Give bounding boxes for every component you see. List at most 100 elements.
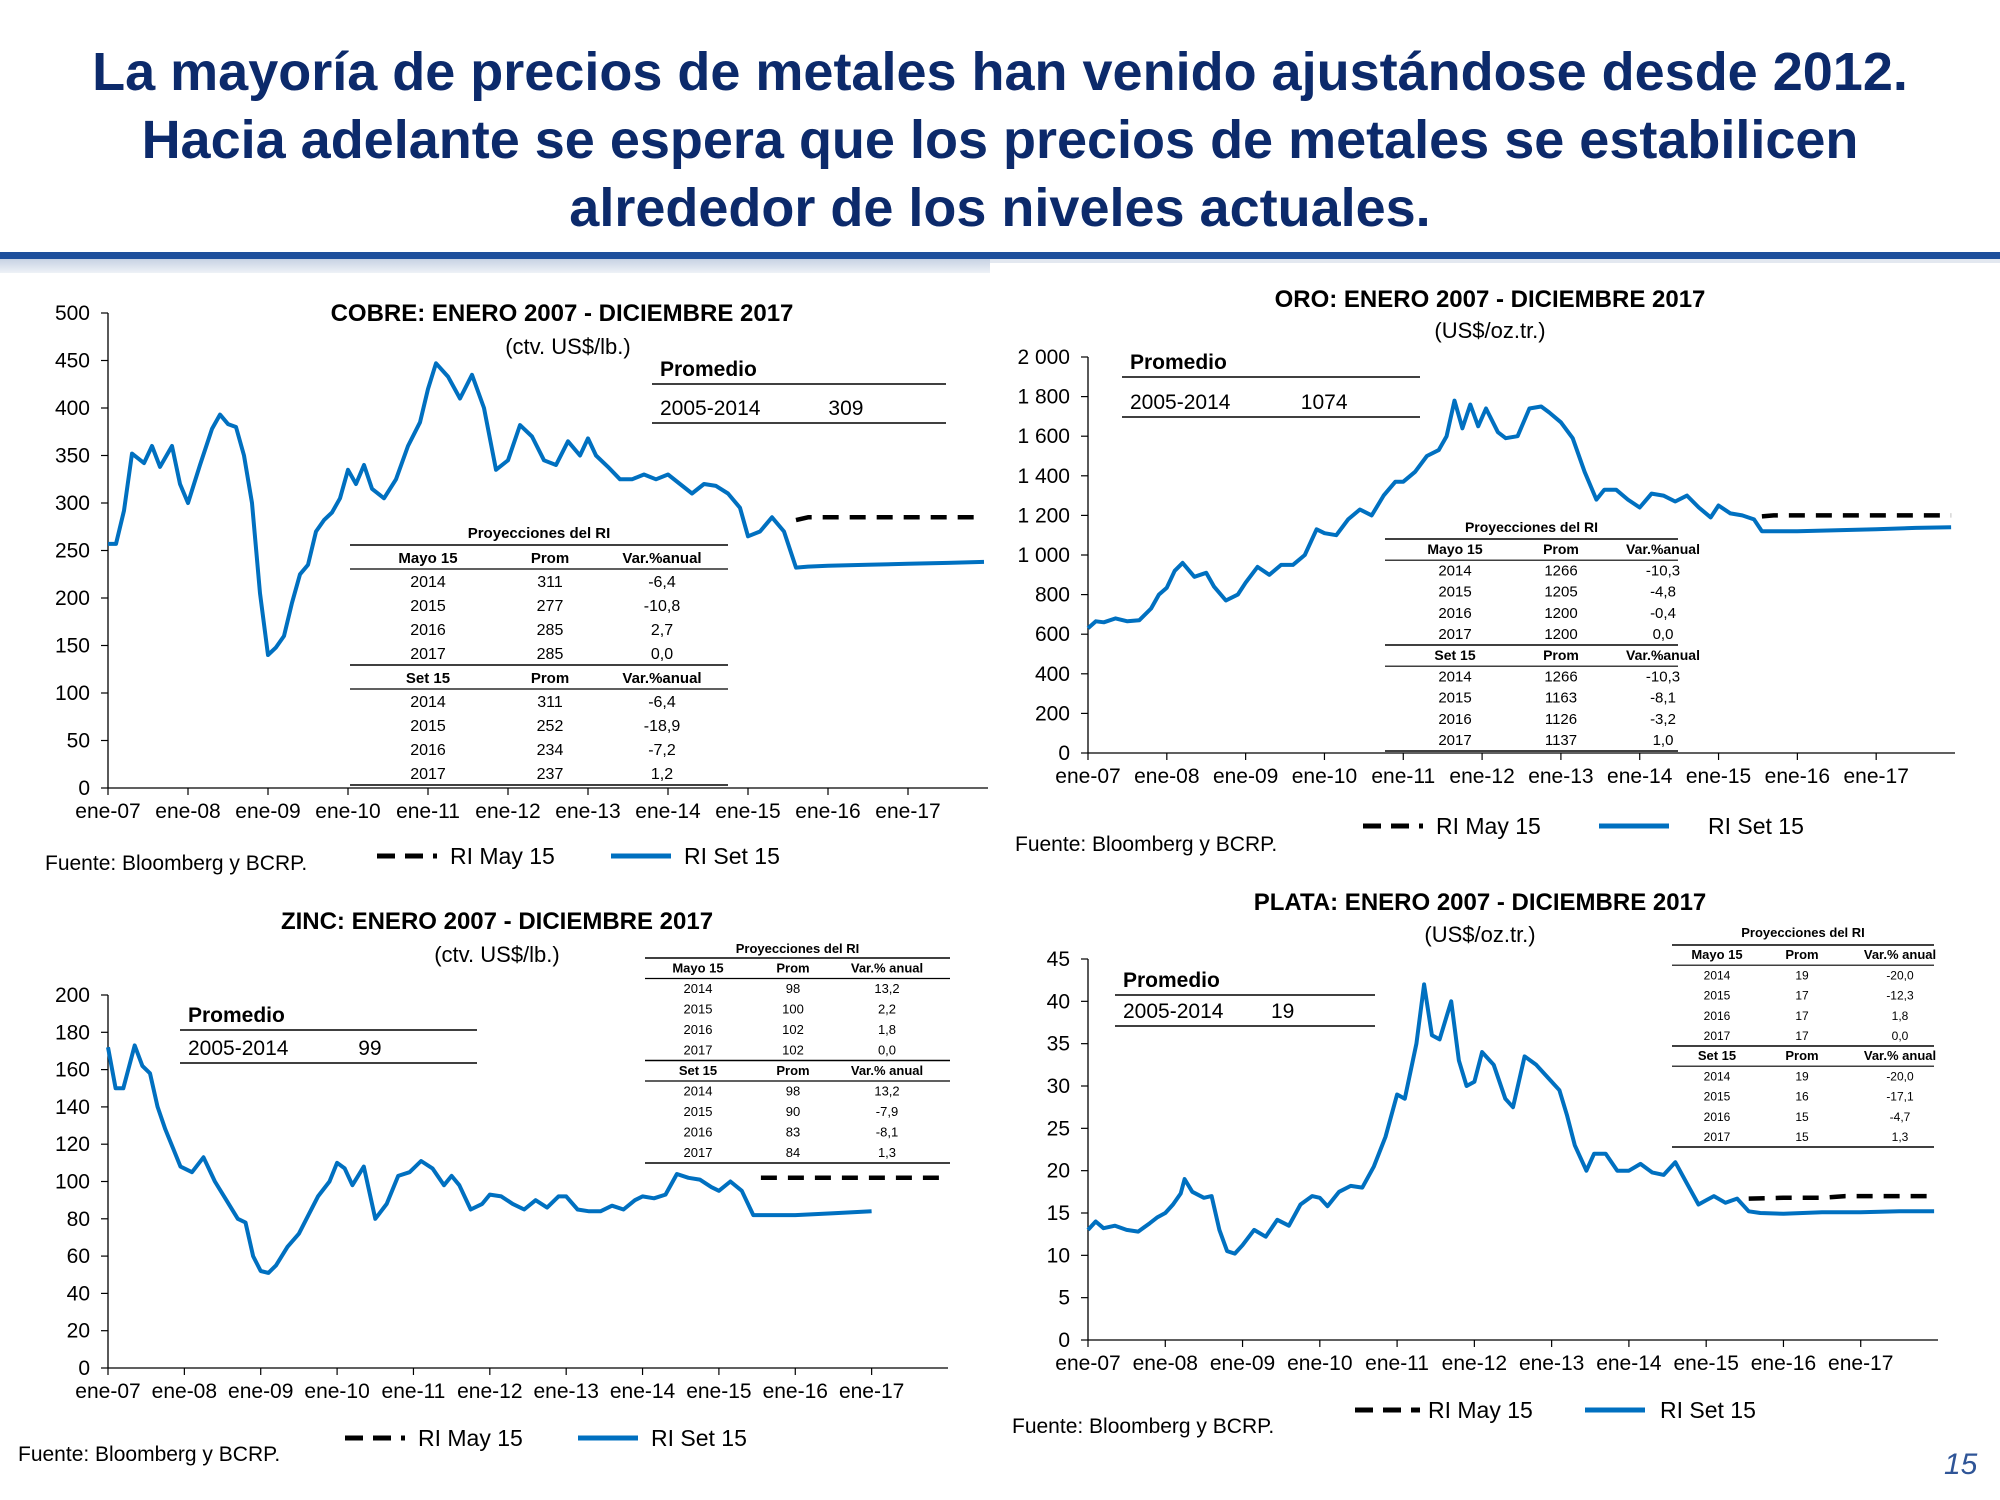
- zinc-projections-cell: 0,0: [878, 1043, 896, 1058]
- oro-x-tick-label: ene-16: [1765, 765, 1830, 788]
- plata-y-tick-label: 40: [1047, 990, 1070, 1013]
- oro-projections-cell: 1,0: [1653, 732, 1674, 749]
- zinc-y-tick-label: 200: [55, 984, 90, 1007]
- oro-x-tick-label: ene-09: [1213, 765, 1278, 788]
- oro-projections-cell: 2017: [1438, 626, 1471, 643]
- zinc-x-tick-label: ene-14: [610, 1380, 676, 1403]
- zinc-x-tick-label: ene-16: [763, 1380, 828, 1403]
- zinc-y-tick-label: 20: [67, 1320, 90, 1343]
- oro-x-tick-label: ene-17: [1843, 765, 1908, 788]
- cobre-chart-subtitle: (ctv. US$/lb.): [505, 334, 631, 359]
- cobre-projections-cell: 285: [537, 646, 564, 663]
- zinc-projections-header: Var.% anual: [851, 1063, 923, 1078]
- page-title: La mayoría de precios de metales han ven…: [0, 38, 2000, 242]
- zinc-promedio-value: 99: [358, 1037, 381, 1060]
- plata-x-tick-label: ene-16: [1751, 1352, 1816, 1375]
- plata-y-tick-label: 25: [1047, 1117, 1070, 1140]
- cobre-x-tick-label: ene-17: [875, 800, 940, 823]
- oro-projections-cell: 2015: [1438, 584, 1471, 601]
- cobre-series-ri-may-15: [795, 515, 984, 523]
- zinc-promedio-label: Promedio: [188, 1004, 285, 1027]
- zinc-x-tick-label: ene-15: [686, 1380, 751, 1403]
- plata-projections-header: Prom: [1785, 947, 1818, 962]
- title-divider-shade: [0, 259, 990, 273]
- zinc-projections-cell: 100: [782, 1002, 804, 1017]
- oro-projections-cell: 1205: [1544, 584, 1577, 601]
- cobre-promedio-value: 309: [828, 397, 863, 420]
- plata-projections-cell: 17: [1795, 1029, 1809, 1043]
- plata-promedio-value: 19: [1271, 1000, 1294, 1023]
- cobre-projections-cell: 2,7: [651, 622, 673, 639]
- plata-projections-header: Set 15: [1698, 1048, 1736, 1063]
- oro-projections-cell: 1266: [1544, 562, 1577, 579]
- oro-x-tick-label: ene-15: [1686, 765, 1751, 788]
- oro-projections-cell: 1200: [1544, 626, 1577, 643]
- oro-promedio-period: 2005-2014: [1130, 391, 1231, 414]
- source-note-plata: Fuente: Bloomberg y BCRP.: [1012, 1415, 1275, 1438]
- zinc-projections-cell: 2017: [684, 1043, 713, 1058]
- cobre-y-tick-label: 200: [55, 587, 90, 610]
- plata-projections-cell: 1,3: [1892, 1130, 1909, 1144]
- cobre-y-tick-label: 500: [55, 302, 90, 325]
- plata-projections-cell: 15: [1795, 1130, 1809, 1144]
- oro-promedio-value: 1074: [1301, 391, 1348, 414]
- plata-x-tick-label: ene-10: [1287, 1352, 1352, 1375]
- title-divider-shadow: [990, 259, 2000, 263]
- zinc-y-tick-label: 0: [78, 1357, 90, 1380]
- cobre-y-tick-label: 100: [55, 682, 90, 705]
- cobre-x-tick-label: ene-10: [315, 800, 380, 823]
- zinc-x-tick-label: ene-17: [839, 1380, 904, 1403]
- cobre-y-tick-label: 250: [55, 540, 90, 563]
- oro-projections-cell: -10,3: [1646, 668, 1680, 685]
- zinc-projections-cell: -7,9: [876, 1104, 898, 1119]
- zinc-projections-cell: 13,2: [874, 981, 899, 996]
- oro-projections-cell: 1163: [1545, 690, 1577, 707]
- plata-x-tick-label: ene-11: [1365, 1352, 1429, 1375]
- oro-y-tick-label: 800: [1035, 584, 1070, 607]
- plata-x-tick-label: ene-17: [1828, 1352, 1893, 1375]
- zinc-projections-cell: 83: [786, 1125, 800, 1140]
- zinc-projections-header: Prom: [776, 1063, 809, 1078]
- oro-projections-cell: 2016: [1438, 605, 1471, 622]
- cobre-projections-cell: 1,2: [651, 766, 673, 783]
- oro-chart-subtitle: (US$/oz.tr.): [1434, 318, 1545, 343]
- plata-projections-cell: -20,0: [1886, 1069, 1914, 1083]
- plata-x-tick-label: ene-15: [1673, 1352, 1738, 1375]
- oro-series-ri-may-15: [1761, 513, 1952, 519]
- plata-projections-cell: 2014: [1704, 1069, 1731, 1083]
- plata-projections-header: Var.% anual: [1864, 947, 1936, 962]
- zinc-y-tick-label: 60: [67, 1245, 90, 1268]
- plata-x-tick-label: ene-09: [1210, 1352, 1275, 1375]
- oro-x-tick-label: ene-08: [1134, 765, 1199, 788]
- plata-projections-cell: 0,0: [1892, 1029, 1909, 1043]
- plata-projections-title: Proyecciones del RI: [1741, 925, 1865, 940]
- cobre-projections-cell: -6,4: [648, 694, 676, 711]
- cobre-x-tick-label: ene-13: [555, 800, 620, 823]
- cobre-projections-header: Var.%anual: [622, 550, 701, 567]
- oro-x-tick-label: ene-12: [1449, 765, 1514, 788]
- oro-projections-header: Prom: [1543, 647, 1579, 663]
- plata-series-ri-set-15: [1086, 982, 1935, 1256]
- zinc-projections-cell: 90: [786, 1104, 800, 1119]
- cobre-projections-cell: 277: [537, 598, 564, 615]
- plata-projections-cell: 19: [1795, 1069, 1809, 1083]
- plata-projections-cell: 2015: [1704, 989, 1731, 1003]
- plata-legend-label-set: RI Set 15: [1660, 1397, 1756, 1423]
- plata-x-tick-label: ene-07: [1055, 1352, 1120, 1375]
- cobre-x-tick-label: ene-11: [396, 800, 460, 823]
- cobre-projections-cell: 2014: [410, 694, 446, 711]
- cobre-series-ri-set-15: [108, 361, 985, 657]
- zinc-projections-cell: -8,1: [876, 1125, 898, 1140]
- zinc-projections-cell: 2015: [684, 1104, 713, 1119]
- cobre-projections-header: Set 15: [406, 670, 450, 687]
- cobre-projections-cell: 2017: [410, 766, 446, 783]
- oro-projections-header: Var.%anual: [1626, 541, 1700, 557]
- source-note-zinc: Fuente: Bloomberg y BCRP.: [18, 1443, 281, 1466]
- plata-y-tick-label: 20: [1047, 1160, 1070, 1183]
- plata-projections-cell: -12,3: [1886, 989, 1914, 1003]
- zinc-legend-label-may: RI May 15: [418, 1425, 523, 1451]
- zinc-projections-cell: 102: [782, 1043, 804, 1058]
- plata-projections-cell: -20,0: [1886, 968, 1914, 982]
- plata-y-tick-label: 35: [1047, 1033, 1070, 1056]
